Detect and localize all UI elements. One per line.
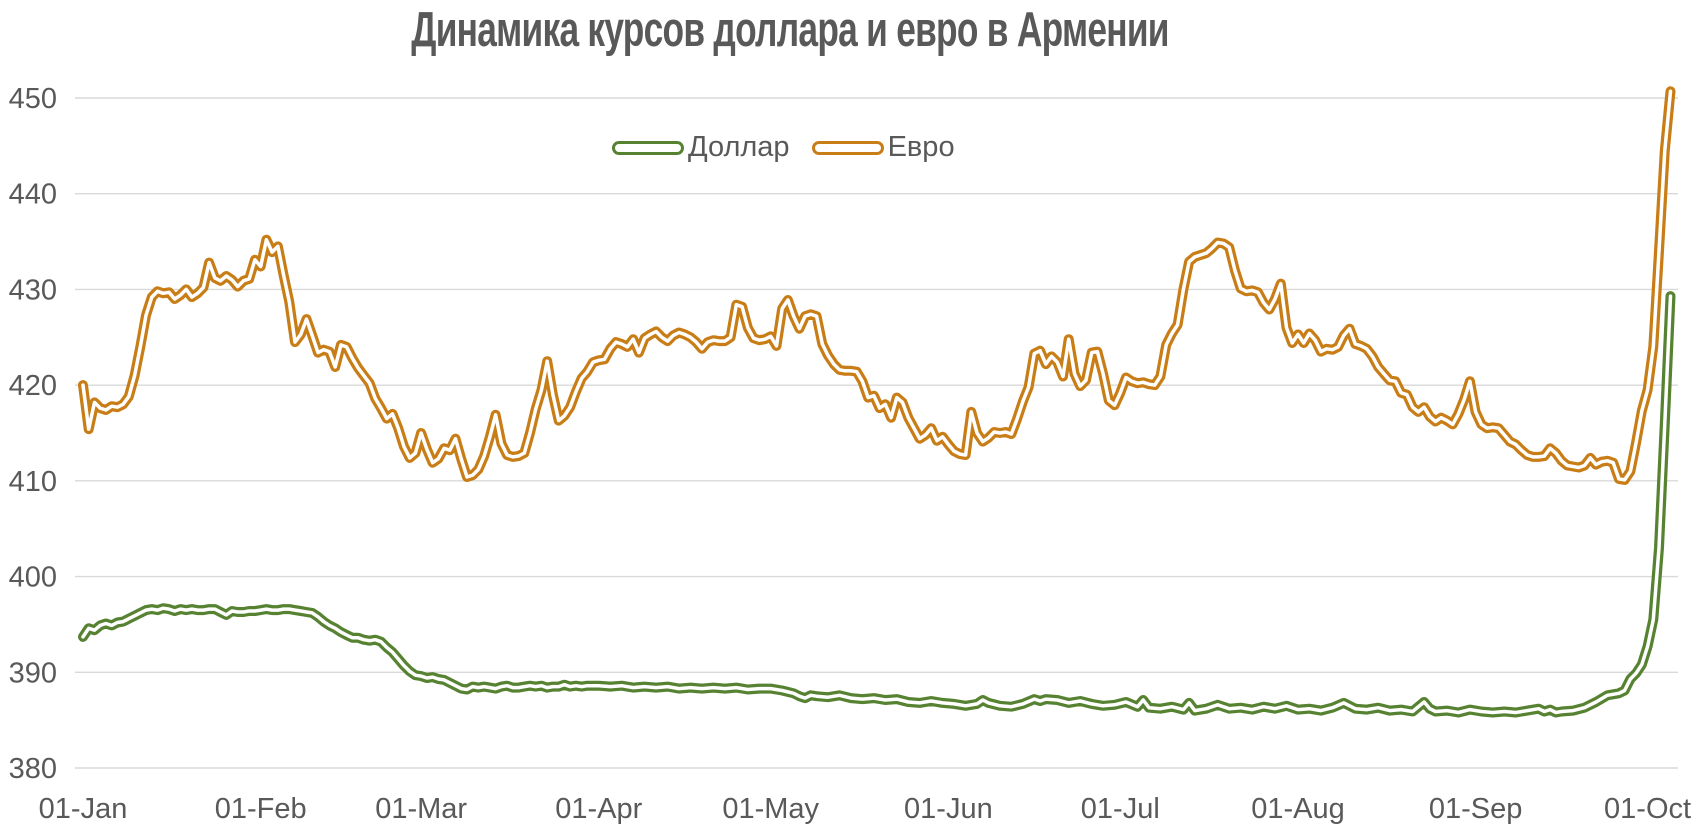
x-tick-label-01-Jul: 01-Jul bbox=[1081, 793, 1160, 825]
y-tick-label-380: 380 bbox=[9, 753, 57, 785]
y-tick-label-390: 390 bbox=[9, 657, 57, 689]
x-tick-label-01-Jan: 01-Jan bbox=[39, 793, 128, 825]
x-tick-label-01-Mar: 01-Mar bbox=[375, 793, 467, 825]
y-tick-label-410: 410 bbox=[9, 466, 57, 498]
x-tick-label-01-Oct: 01-Oct bbox=[1604, 793, 1691, 825]
x-tick-label-01-May: 01-May bbox=[722, 793, 819, 825]
legend-label-dollar: Доллар bbox=[688, 131, 790, 163]
series-line-core-euro bbox=[81, 89, 1673, 482]
euro-line-marker-icon bbox=[811, 140, 884, 155]
chart-legend: Доллар Евро bbox=[612, 133, 955, 162]
y-tick-label-450: 450 bbox=[9, 83, 57, 115]
series-line-core-dollar bbox=[81, 294, 1673, 715]
legend-item-euro: Евро bbox=[811, 131, 955, 163]
legend-label-euro: Евро bbox=[887, 131, 955, 163]
x-tick-label-01-Sep: 01-Sep bbox=[1429, 793, 1523, 825]
dollar-line-marker-icon bbox=[612, 140, 684, 155]
y-tick-label-440: 440 bbox=[9, 179, 57, 211]
x-tick-label-01-Apr: 01-Apr bbox=[555, 793, 642, 825]
x-tick-label-01-Feb: 01-Feb bbox=[215, 793, 307, 825]
x-tick-label-01-Aug: 01-Aug bbox=[1251, 793, 1345, 825]
y-tick-label-400: 400 bbox=[9, 562, 57, 594]
series-line-outer-dollar bbox=[78, 291, 1676, 718]
y-tick-label-430: 430 bbox=[9, 274, 57, 306]
legend-item-dollar: Доллар bbox=[612, 133, 790, 162]
x-tick-label-01-Jun: 01-Jun bbox=[904, 793, 993, 825]
y-tick-label-420: 420 bbox=[9, 370, 57, 402]
